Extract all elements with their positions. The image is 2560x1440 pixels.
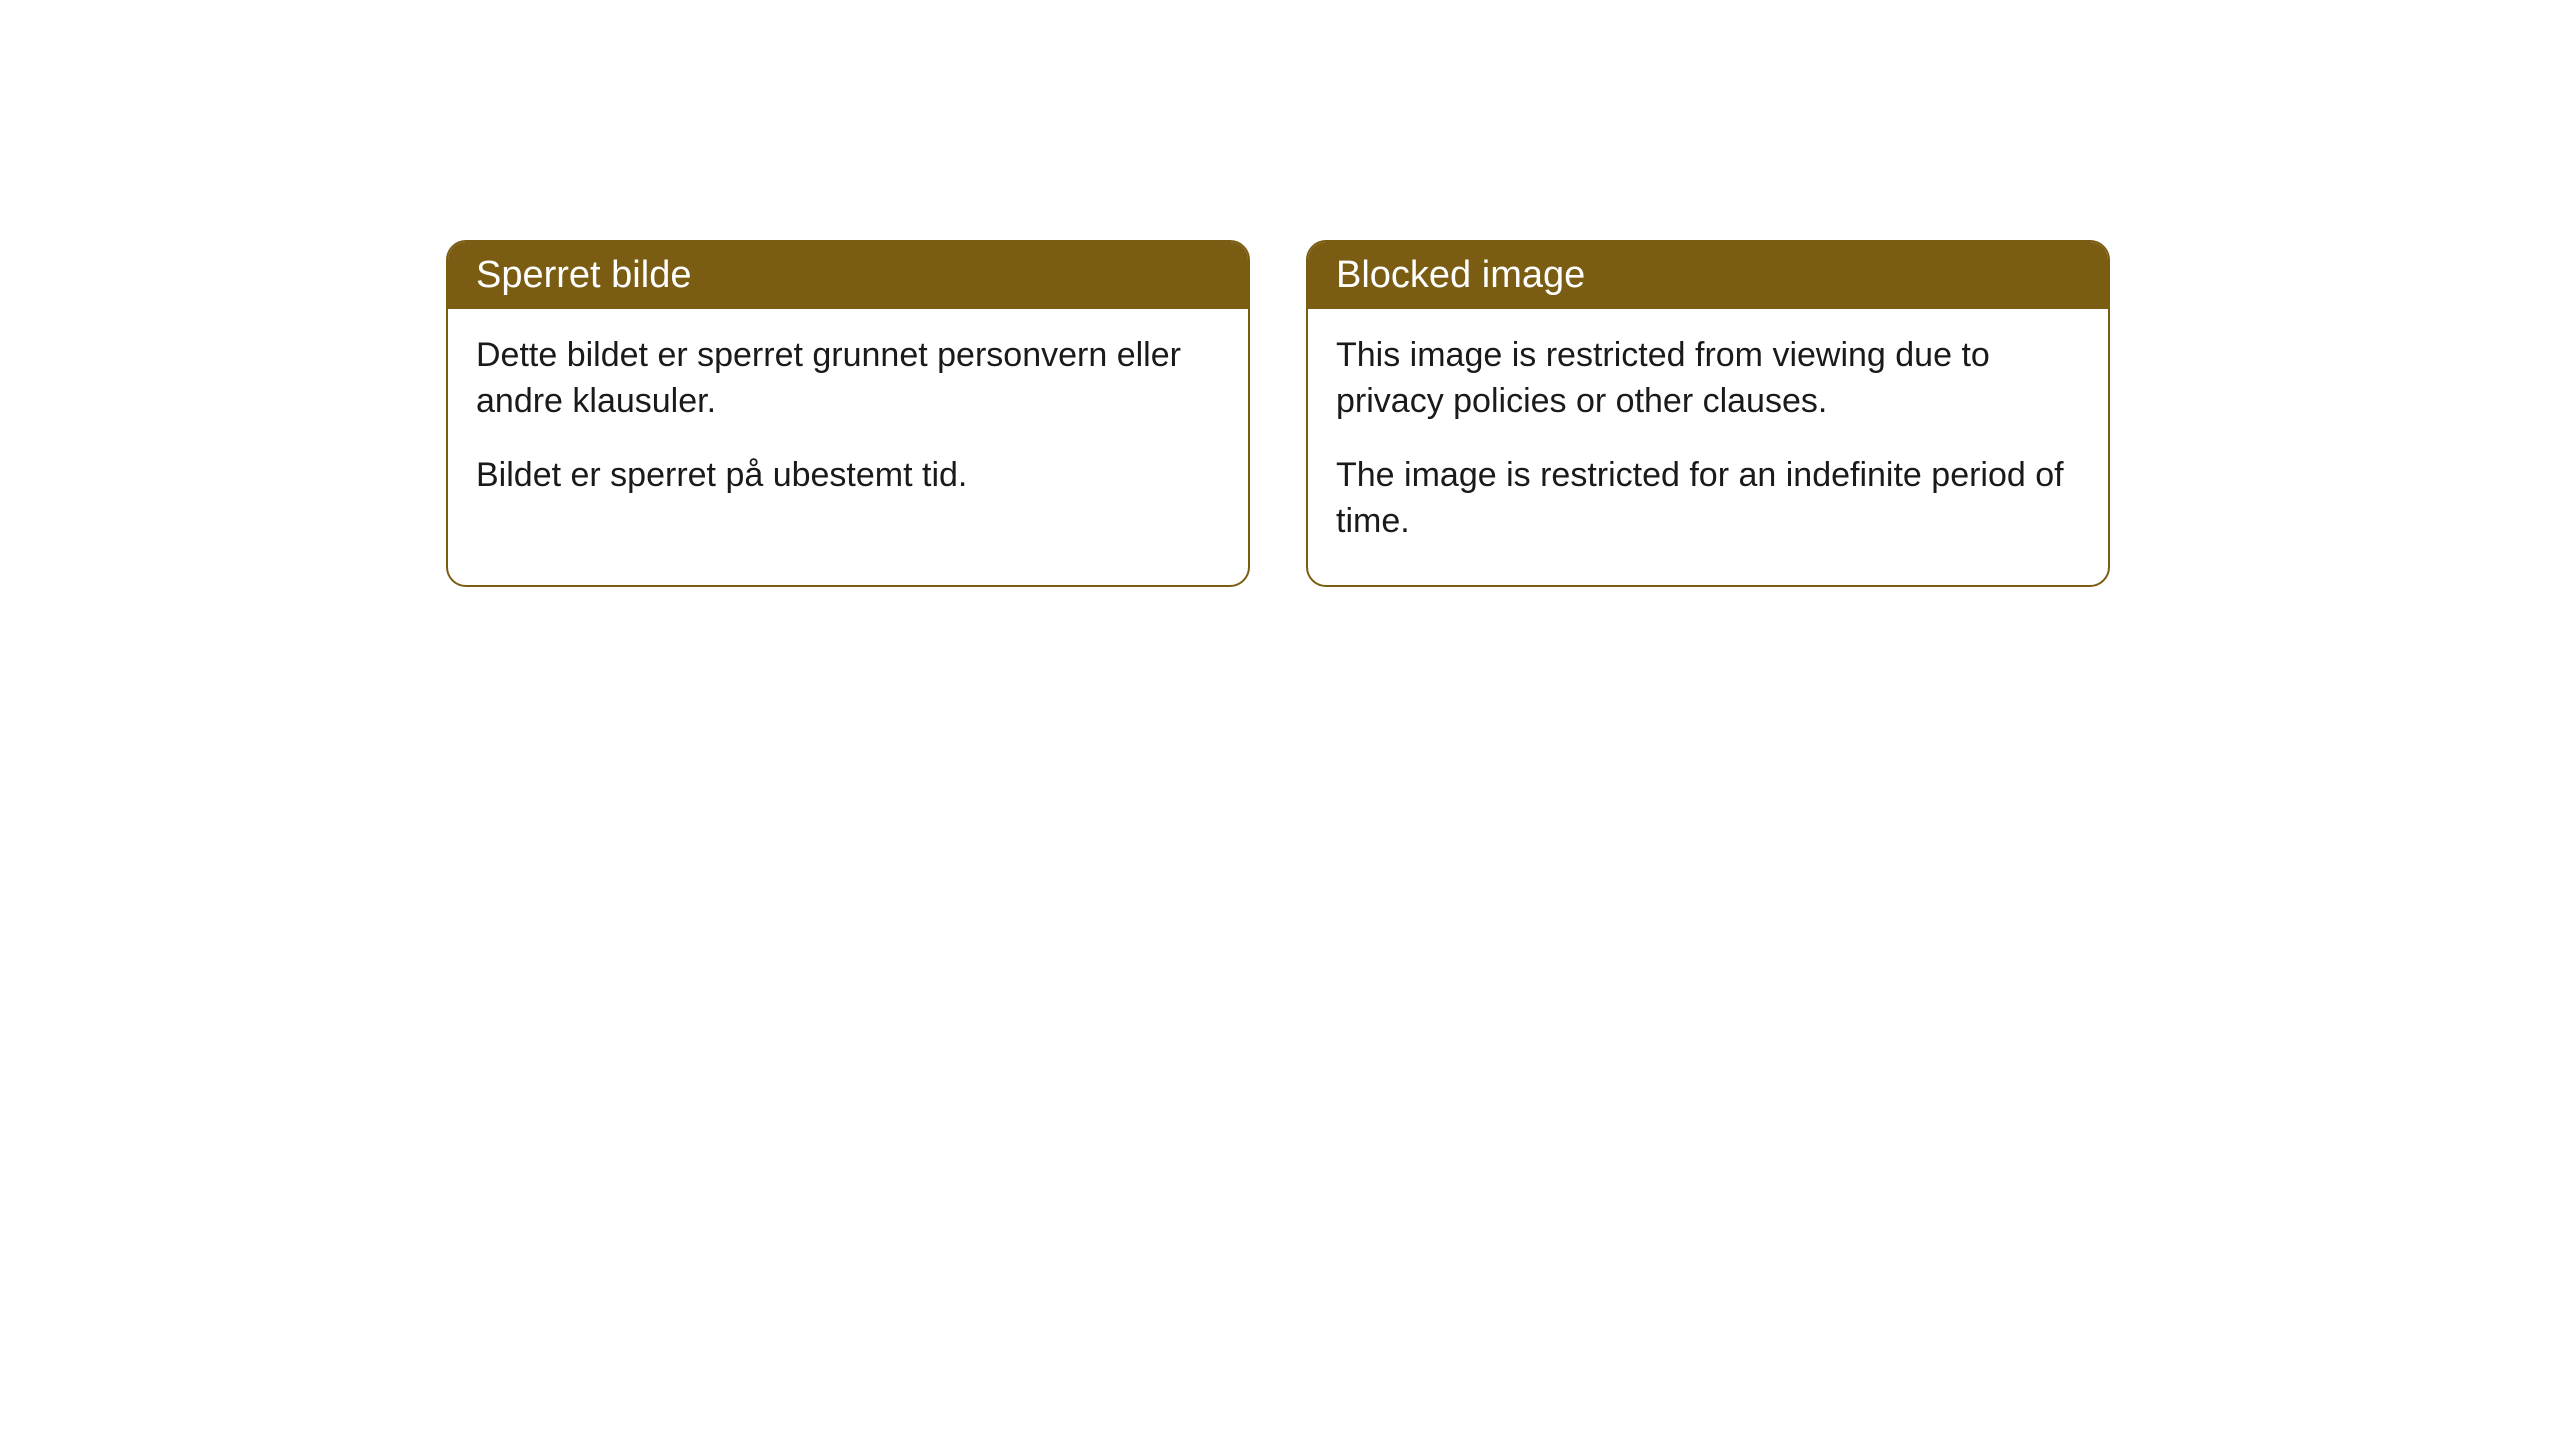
card-body-english: This image is restricted from viewing du… — [1308, 309, 2108, 585]
blocked-image-card-norwegian: Sperret bilde Dette bildet er sperret gr… — [446, 240, 1250, 587]
card-title-english: Blocked image — [1336, 254, 1585, 296]
card-paragraph-1-english: This image is restricted from viewing du… — [1336, 333, 2080, 425]
card-paragraph-2-norwegian: Bildet er sperret på ubestemt tid. — [476, 453, 1220, 499]
card-header-norwegian: Sperret bilde — [448, 242, 1248, 309]
card-header-english: Blocked image — [1308, 242, 2108, 309]
card-body-norwegian: Dette bildet er sperret grunnet personve… — [448, 309, 1248, 539]
card-paragraph-2-english: The image is restricted for an indefinit… — [1336, 453, 2080, 545]
card-title-norwegian: Sperret bilde — [476, 254, 691, 296]
notice-container: Sperret bilde Dette bildet er sperret gr… — [446, 240, 2110, 587]
blocked-image-card-english: Blocked image This image is restricted f… — [1306, 240, 2110, 587]
card-paragraph-1-norwegian: Dette bildet er sperret grunnet personve… — [476, 333, 1220, 425]
